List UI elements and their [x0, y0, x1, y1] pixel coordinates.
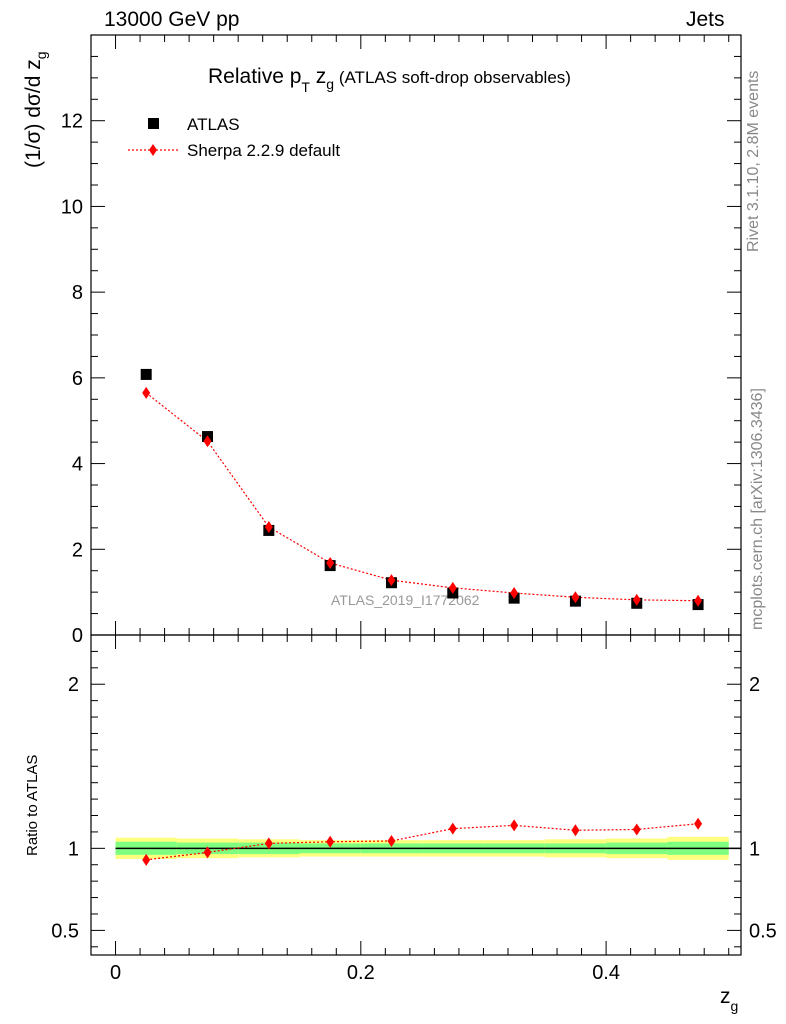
ratio-y-tick-label-right: 1 [749, 838, 760, 860]
legend-sherpa-marker [149, 144, 157, 156]
sherpa-ratio-point [203, 846, 212, 859]
series-markers [140, 368, 704, 866]
sherpa-ratio-point [694, 817, 703, 830]
sherpa-point [387, 574, 396, 587]
title-text-relative: Relative p [208, 65, 301, 88]
sherpa-ratio-point [448, 822, 457, 835]
ratio-y-axis-label: Ratio to ATLAS [24, 755, 41, 856]
sherpa-point [632, 593, 641, 606]
main-y-tick-label: 4 [72, 454, 83, 476]
x-tick-label: 0 [110, 962, 121, 984]
sherpa-point [326, 557, 335, 569]
sherpa-point [448, 581, 457, 594]
ratio-y-tick-label-right: 0.5 [749, 920, 777, 942]
sherpa-ratio-point [264, 837, 273, 850]
legend: ATLAS Sherpa 2.2.9 default [128, 115, 340, 160]
sherpa-point [142, 386, 151, 399]
title-text-g: g [326, 76, 334, 92]
y-axis-label-sub: g [33, 51, 49, 59]
ratio-plot-frame [90, 634, 742, 956]
sherpa-ratio-point [326, 835, 335, 848]
sherpa-line [145, 392, 699, 602]
sherpa-point [571, 591, 580, 604]
sherpa-point [264, 521, 273, 533]
main-y-tick-label: 6 [72, 368, 83, 390]
main-y-tick-label: 10 [61, 196, 83, 218]
sherpa-ratio-point [387, 834, 396, 847]
main-y-tick-label: 12 [61, 111, 83, 133]
x-tick-label: 0.4 [592, 962, 620, 984]
legend-atlas-label: ATLAS [187, 115, 240, 134]
sherpa-ratio-line [146, 823, 699, 861]
sherpa-ratio-point [510, 819, 519, 832]
x-tick-label: 0.2 [347, 962, 375, 984]
series-lines [145, 392, 699, 861]
sherpa-point [203, 435, 212, 448]
legend-sherpa-label: Sherpa 2.2.9 default [187, 141, 340, 160]
main-y-tick-label: 0 [72, 625, 83, 647]
ratio-y-tick-label: 1 [68, 838, 79, 860]
x-axis-label-sub: g [731, 998, 739, 1014]
uncertainty-bands [115, 836, 741, 860]
ratio-y-tick-label: 2 [68, 674, 79, 696]
sherpa-ratio-point [571, 824, 580, 837]
analysis-watermark: ATLAS_2019_I1772062 [331, 592, 480, 608]
chart-title: Relative pT zg (ATLAS soft-drop observab… [208, 65, 571, 95]
header-left: 13000 GeV pp [104, 8, 240, 31]
main-y-tick-label: 2 [72, 539, 83, 561]
main-y-tick-label: 8 [72, 282, 83, 304]
y-axis-label: (1/σ) dσ/d zg [22, 51, 49, 168]
ratio-y-tick-label: 0.5 [51, 920, 79, 942]
title-text-z: z [310, 65, 326, 88]
title-text-T: T [301, 79, 310, 95]
sherpa-ratio-point [632, 823, 641, 836]
ratio-y-tick-label-right: 2 [749, 674, 760, 696]
sherpa-point [694, 594, 703, 607]
legend-atlas-marker [148, 118, 159, 129]
title-text-rest: (ATLAS soft-drop observables) [334, 68, 571, 87]
plot-frames [90, 34, 742, 956]
header-right: Jets [686, 8, 725, 31]
sherpa-point [510, 587, 519, 599]
atlas-data-point [140, 368, 152, 380]
x-axis-label: zg [720, 985, 738, 1014]
sherpa-ratio-point [142, 853, 151, 866]
